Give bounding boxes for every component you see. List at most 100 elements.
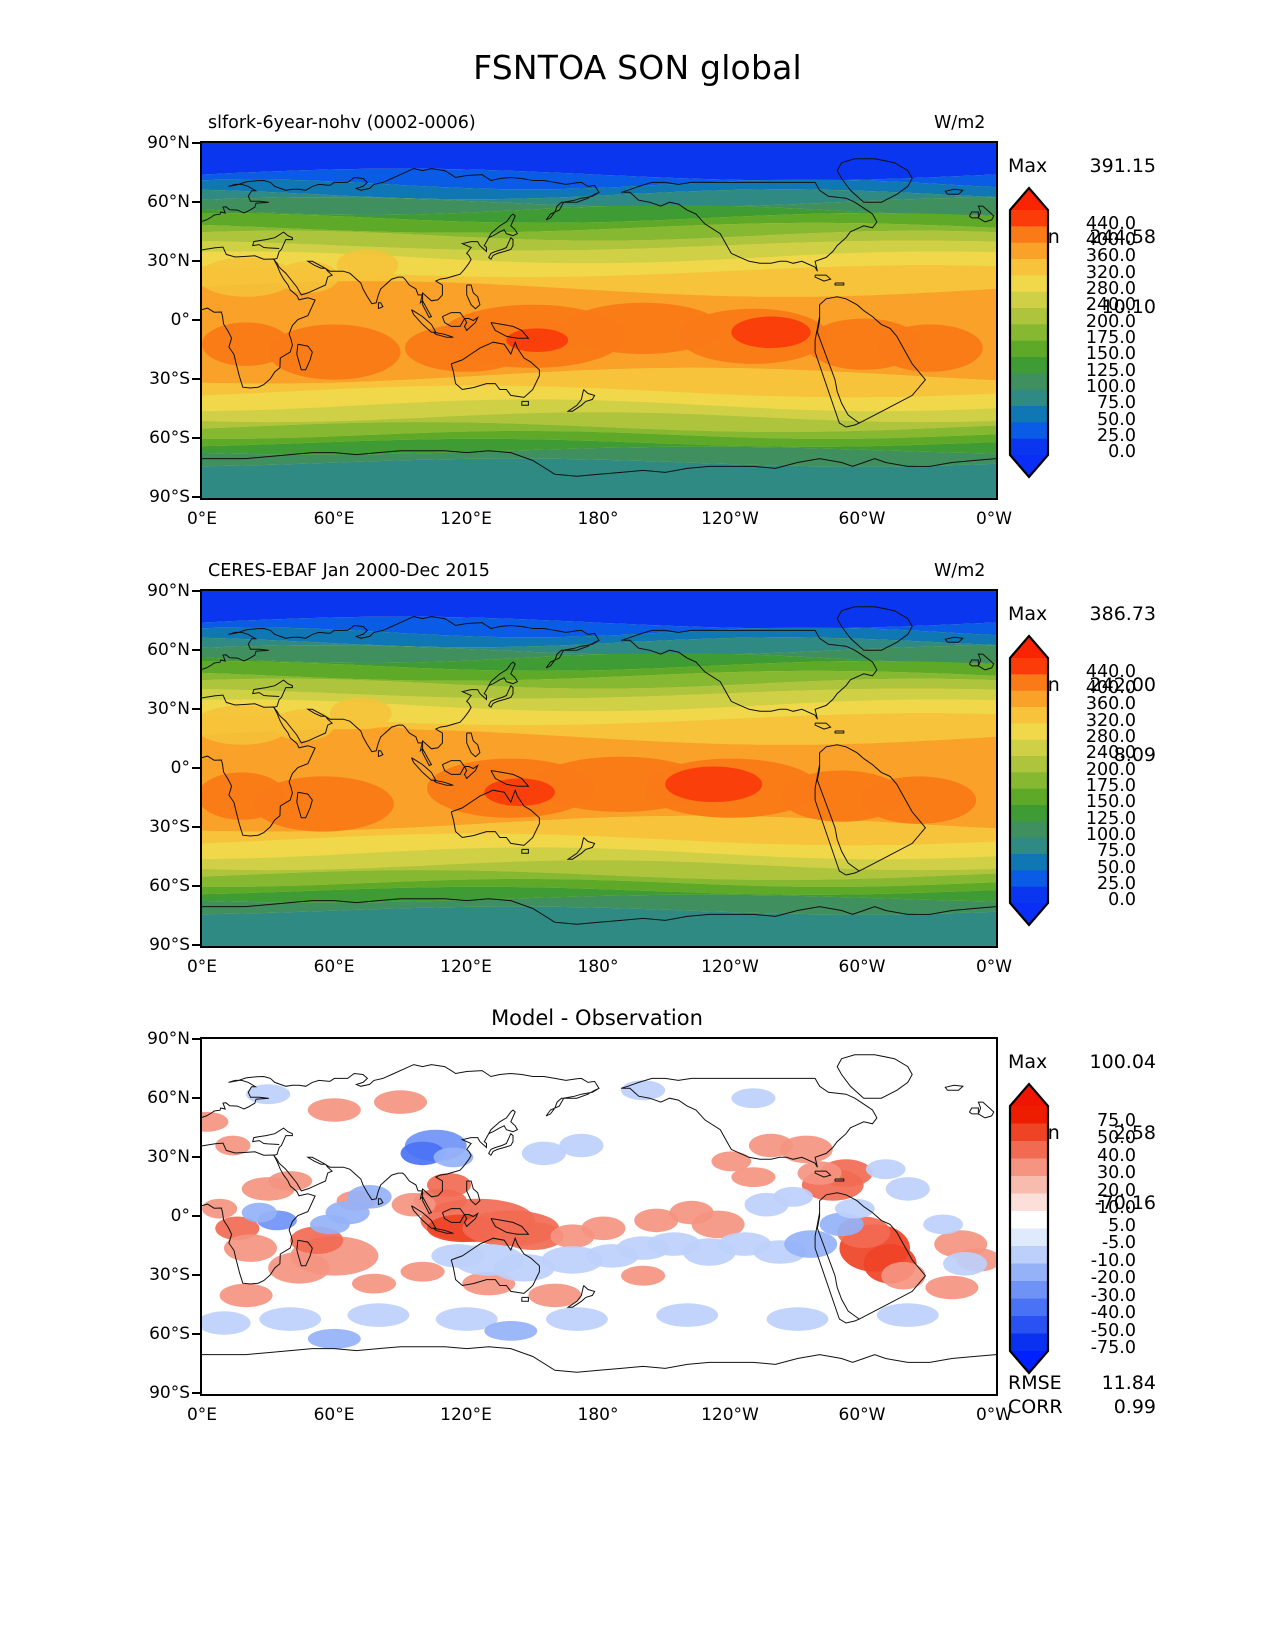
ytick-mark xyxy=(192,378,200,380)
stat-max-value: 386.73 xyxy=(1089,603,1156,625)
colorbar-tick-label: 0.0 xyxy=(1108,890,1136,911)
corr-value: 0.99 xyxy=(1113,1395,1156,1418)
ytick-30N: 30°N xyxy=(147,251,190,271)
colorbar-tick-label: 280.0 xyxy=(1085,726,1136,747)
colorbar-tick-label: 320.0 xyxy=(1085,262,1136,283)
colorbar-tick-label: 75.0 xyxy=(1097,841,1136,862)
colorbar-tick-label: -40.0 xyxy=(1090,1303,1136,1324)
colorbar-model: 440.0 400.0 360.0 320.0 280.0 240.0 200.0 175.0… xyxy=(1008,186,1146,479)
ytick-mark xyxy=(192,1156,200,1158)
ytick-60N: 60°N xyxy=(147,640,190,660)
xtick-0W: 0°W xyxy=(975,509,1013,529)
stat-max-value: 391.15 xyxy=(1089,155,1156,177)
ytick-60S: 60°S xyxy=(149,1324,190,1344)
panel-obs-units: W/m2 xyxy=(934,561,986,581)
ytick-30S: 30°S xyxy=(149,1265,190,1285)
ytick-mark xyxy=(192,496,200,498)
colorbar-observation: 440.0 400.0 360.0 320.0 280.0 240.0 200.0 175.0… xyxy=(1008,634,1146,927)
ytick-mark xyxy=(192,826,200,828)
colorbar-tick-label: 75.0 xyxy=(1097,393,1136,414)
colorbar-tick-label: 320.0 xyxy=(1085,710,1136,731)
colorbar-tick-label: 150.0 xyxy=(1085,792,1136,813)
colorbar-tick-label: 175.0 xyxy=(1085,775,1136,796)
colorbar-tick-label: -10.0 xyxy=(1090,1250,1136,1271)
colorbar-tick-label: -75.0 xyxy=(1090,1338,1136,1359)
ytick-mark xyxy=(192,1097,200,1099)
xtick-120W: 120°W xyxy=(701,509,759,529)
xtick-180: 180° xyxy=(577,509,619,529)
ytick-mark xyxy=(192,708,200,710)
stat-max-label: Max xyxy=(1008,603,1048,625)
colorbar-tick-label: 100.0 xyxy=(1085,376,1136,397)
panel-obs-label: CERES-EBAF Jan 2000-Dec 2015 xyxy=(208,561,490,581)
ytick-mark xyxy=(192,1333,200,1335)
ytick-90S: 90°S xyxy=(149,1383,190,1403)
map-model xyxy=(200,141,998,500)
colorbar-tick-label: 400.0 xyxy=(1085,677,1136,698)
colorbar-tick-label: 400.0 xyxy=(1085,229,1136,250)
xtick-120E: 120°E xyxy=(440,509,492,529)
ytick-60S: 60°S xyxy=(149,876,190,896)
xtick-120E: 120°E xyxy=(440,957,492,977)
colorbar-tick-label: 175.0 xyxy=(1085,327,1136,348)
ytick-90S: 90°S xyxy=(149,487,190,507)
xtick-60E: 60°E xyxy=(313,957,355,977)
ytick-mark xyxy=(192,201,200,203)
map-difference xyxy=(200,1037,998,1396)
xtick-60W: 60°W xyxy=(838,509,886,529)
colorbar-tick-label: 240.0 xyxy=(1085,295,1136,316)
stat-max-label: Max xyxy=(1008,155,1048,177)
colorbar-tick-label: 360.0 xyxy=(1085,694,1136,715)
colorbar-tick-label: 25.0 xyxy=(1097,873,1136,894)
ytick-mark xyxy=(192,1215,200,1217)
ytick-mark xyxy=(192,260,200,262)
ytick-90N: 90°N xyxy=(147,133,190,153)
rmse-label: RMSE xyxy=(1008,1372,1062,1394)
ytick-mark xyxy=(192,649,200,651)
colorbar-tick-label: -30.0 xyxy=(1090,1285,1136,1306)
stat-min-value: 10.10 xyxy=(1101,296,1156,318)
ytick-mark xyxy=(192,767,200,769)
ytick-0: 0° xyxy=(170,1206,190,1226)
ytick-mark xyxy=(192,319,200,321)
colorbar-tick-label: 10.0 xyxy=(1097,1198,1136,1219)
colorbar-tick-label: 0.0 xyxy=(1108,442,1136,463)
colorbar-gradient xyxy=(1008,186,1050,483)
colorbar-tick-label: 200.0 xyxy=(1085,311,1136,332)
colorbar-tick-label: 440.0 xyxy=(1085,213,1136,234)
xtick-180: 180° xyxy=(577,957,619,977)
stat-mean-value: 2.58 xyxy=(1113,1121,1156,1144)
colorbar-tick-label: -20.0 xyxy=(1090,1268,1136,1289)
xtick-0E: 0°E xyxy=(186,957,218,977)
colorbar-tick-label: 240.0 xyxy=(1085,743,1136,764)
colorbar-tick-label: 200.0 xyxy=(1085,759,1136,780)
xtick-120W: 120°W xyxy=(701,1405,759,1425)
xtick-60W: 60°W xyxy=(838,957,886,977)
ytick-mark xyxy=(192,1392,200,1394)
xtick-60E: 60°E xyxy=(313,1405,355,1425)
colorbar-tick-label: 75.0 xyxy=(1097,1110,1136,1131)
ytick-mark xyxy=(192,944,200,946)
ytick-mark xyxy=(192,885,200,887)
panel-diff-title: Model - Observation xyxy=(491,1006,703,1030)
ytick-mark xyxy=(192,142,200,144)
colorbar-tick-label: 5.0 xyxy=(1108,1215,1136,1236)
ytick-30S: 30°S xyxy=(149,817,190,837)
colorbar-tick-label: 25.0 xyxy=(1097,425,1136,446)
colorbar-tick-label: 280.0 xyxy=(1085,278,1136,299)
ytick-30S: 30°S xyxy=(149,369,190,389)
colorbar-tick-label: 20.0 xyxy=(1097,1180,1136,1201)
panel-model-label: slfork-6year-nohv (0002-0006) xyxy=(208,113,476,133)
xtick-0E: 0°E xyxy=(186,509,218,529)
ytick-60N: 60°N xyxy=(147,1088,190,1108)
map-observation xyxy=(200,589,998,948)
colorbar-gradient xyxy=(1008,634,1050,931)
stat-mean-value: 244.58 xyxy=(1089,225,1156,248)
xtick-0W: 0°W xyxy=(975,957,1013,977)
xtick-180: 180° xyxy=(577,1405,619,1425)
ytick-90S: 90°S xyxy=(149,935,190,955)
corr-label: CORR xyxy=(1008,1395,1063,1418)
colorbar-tick-label: 30.0 xyxy=(1097,1163,1136,1184)
colorbar-tick-label: 40.0 xyxy=(1097,1145,1136,1166)
ytick-60N: 60°N xyxy=(147,192,190,212)
